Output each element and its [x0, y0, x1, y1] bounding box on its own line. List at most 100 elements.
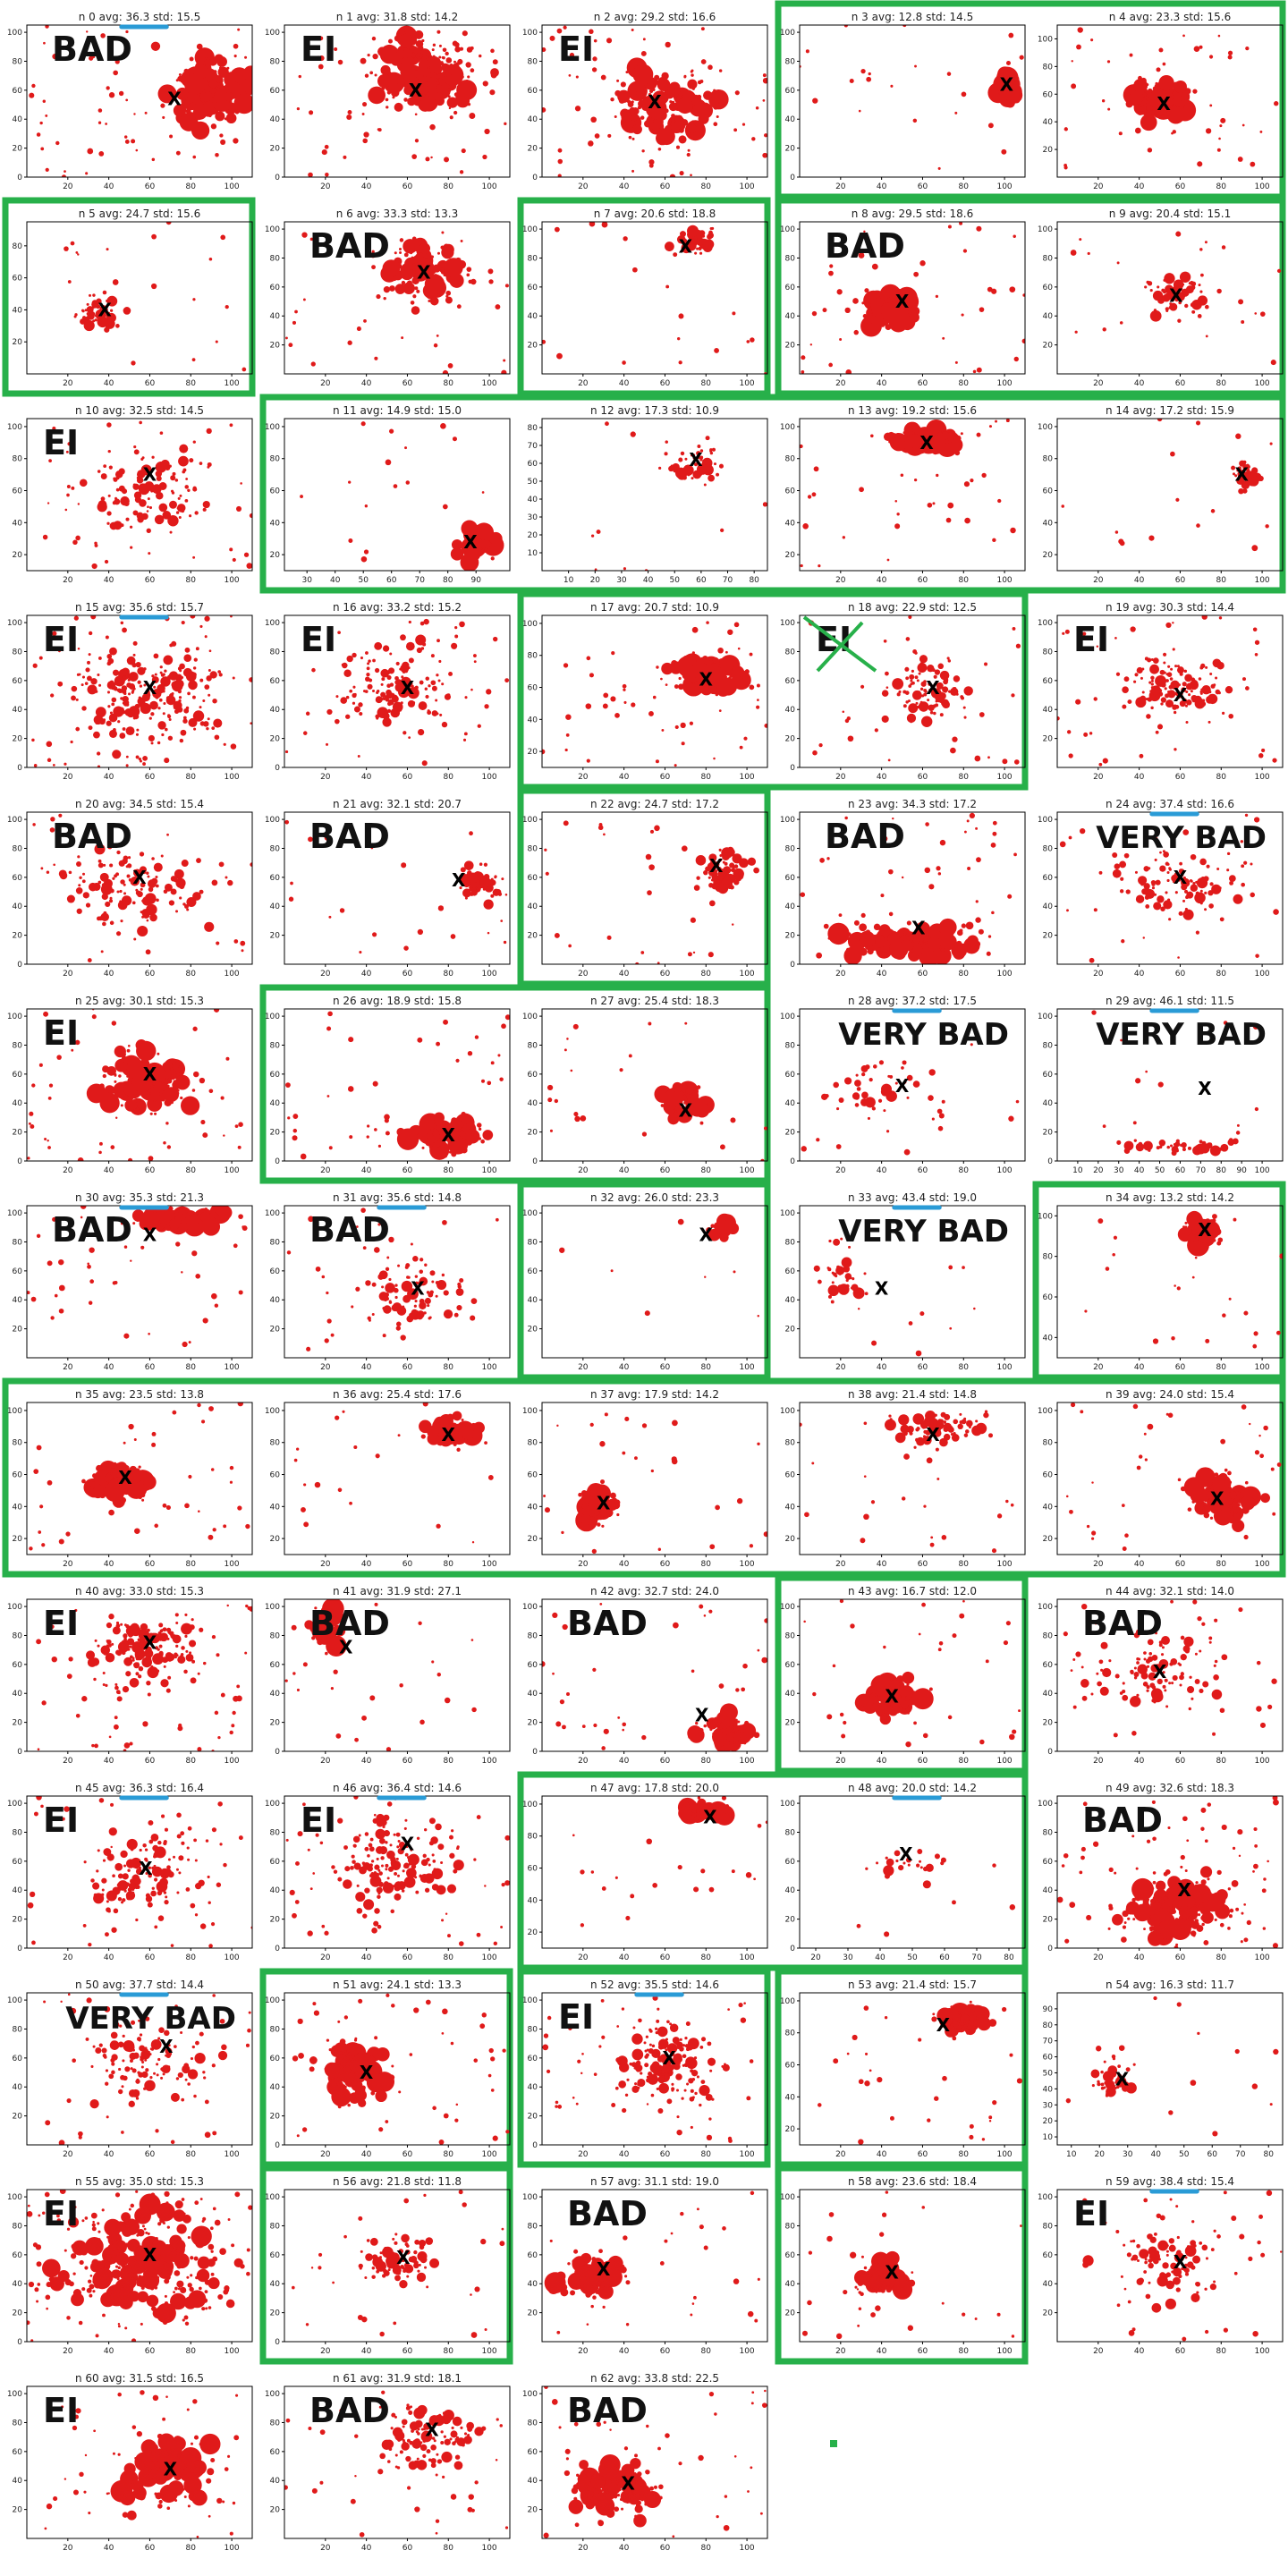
data-point — [192, 666, 197, 670]
data-point — [1063, 127, 1068, 131]
y-tick-label: 0 — [17, 174, 22, 182]
data-point — [1172, 622, 1174, 624]
data-point — [54, 1293, 58, 1298]
data-point — [894, 1081, 898, 1085]
data-point — [121, 895, 132, 906]
data-point — [819, 858, 825, 863]
data-point — [1170, 293, 1174, 297]
data-point — [563, 25, 567, 30]
data-point — [1229, 880, 1234, 886]
y-tick-label: 100 — [265, 29, 280, 38]
y-tick-label: 60 — [528, 874, 538, 883]
data-point — [215, 87, 218, 90]
data-point — [1179, 281, 1182, 284]
data-point — [628, 1054, 632, 1058]
data-point — [975, 826, 979, 830]
data-point — [437, 679, 441, 682]
data-point — [868, 72, 871, 76]
data-point — [120, 1058, 125, 1063]
data-point — [112, 279, 119, 285]
data-point — [959, 928, 963, 933]
data-point — [707, 1102, 711, 1106]
data-point — [959, 222, 963, 225]
data-point — [586, 656, 591, 661]
point-cloud — [801, 222, 1025, 374]
data-point — [131, 691, 134, 694]
data-point — [860, 1065, 869, 1072]
data-point — [542, 47, 547, 53]
x-tick-label: 40 — [619, 182, 630, 191]
data-point — [394, 35, 401, 42]
data-point — [961, 923, 967, 928]
data-point — [426, 77, 440, 90]
data-point — [653, 104, 657, 108]
data-point — [1242, 461, 1246, 464]
y-tick-label: 0 — [1047, 1157, 1053, 1166]
data-point — [574, 106, 581, 112]
data-point — [962, 249, 968, 253]
data-point — [155, 884, 159, 888]
y-tick-label: 100 — [780, 225, 795, 234]
data-point — [87, 958, 92, 962]
y-tick-label: 60 — [270, 487, 281, 496]
data-point — [984, 662, 988, 666]
data-point — [665, 41, 671, 48]
y-tick-label: 80 — [528, 57, 538, 66]
data-point — [106, 86, 110, 90]
data-point — [339, 908, 345, 913]
data-point — [699, 1121, 704, 1125]
y-tick-label: 20 — [528, 531, 538, 540]
data-point — [473, 660, 477, 664]
data-point — [919, 700, 923, 704]
data-point — [85, 172, 89, 175]
data-point — [687, 148, 691, 152]
data-point — [111, 702, 115, 707]
data-point — [852, 298, 859, 304]
data-point — [178, 455, 189, 467]
data-point — [125, 1097, 129, 1100]
data-point — [652, 695, 657, 699]
data-point — [739, 745, 743, 750]
data-point — [1174, 80, 1187, 94]
x-tick-label: 60 — [145, 1166, 156, 1175]
data-point — [472, 654, 477, 657]
data-point — [679, 231, 686, 238]
data-point — [106, 313, 109, 317]
data-point — [947, 659, 952, 663]
data-point — [161, 733, 165, 737]
data-point — [122, 627, 127, 633]
highlight-box — [2, 197, 256, 397]
data-point — [492, 59, 498, 65]
data-point — [139, 852, 145, 857]
data-point — [374, 356, 378, 360]
data-point — [1190, 884, 1199, 892]
data-point — [1243, 472, 1247, 476]
data-point — [169, 692, 174, 698]
data-point — [1194, 301, 1198, 305]
data-point — [886, 558, 890, 562]
data-point — [327, 1011, 333, 1017]
data-point — [943, 679, 948, 685]
data-point — [1141, 691, 1145, 694]
data-point — [430, 654, 435, 658]
y-tick-label: 80 — [1043, 63, 1054, 72]
data-point — [431, 710, 438, 716]
data-point — [233, 1243, 238, 1249]
data-point — [1179, 861, 1182, 866]
data-point — [348, 233, 352, 236]
data-point — [1112, 852, 1118, 859]
data-point — [242, 1225, 245, 1229]
x-tick-label: 60 — [918, 1166, 928, 1175]
data-point — [136, 1107, 140, 1111]
data-point — [1163, 661, 1166, 665]
data-point — [206, 428, 212, 435]
x-tick-label: 20 — [590, 576, 601, 585]
data-point — [929, 710, 934, 715]
data-point — [1174, 891, 1178, 894]
scatter-panel: n 15 avg: 35.6 std: 15.720 40 60 80 10002040… — [7, 601, 253, 782]
data-point — [88, 1301, 93, 1305]
data-point — [450, 934, 456, 939]
data-point — [941, 431, 950, 440]
data-point — [976, 432, 981, 437]
data-point — [127, 1157, 133, 1161]
